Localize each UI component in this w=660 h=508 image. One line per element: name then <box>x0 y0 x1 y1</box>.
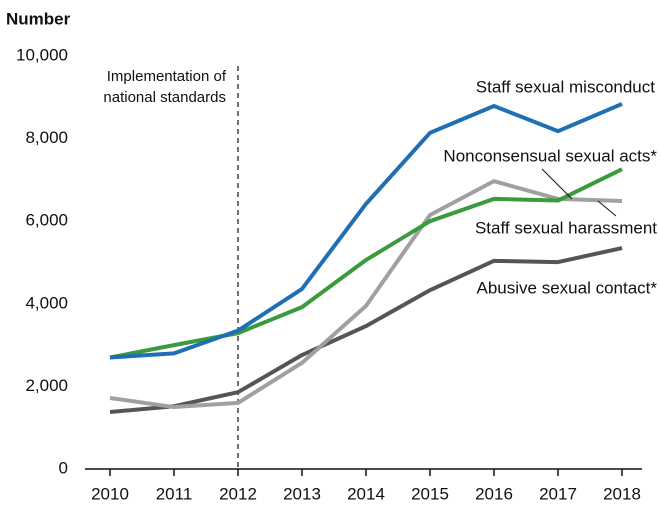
annotation-text: national standards <box>103 89 226 106</box>
series-line <box>109 246 623 414</box>
y-tick-label: 2,000 <box>25 376 68 395</box>
x-tick-label: 2015 <box>411 484 449 503</box>
series-label: Staff sexual misconduct <box>476 77 655 96</box>
x-tick-label: 2018 <box>603 484 641 503</box>
leader-line <box>541 168 573 200</box>
x-tick-label: 2013 <box>283 484 321 503</box>
x-tick-label: 2016 <box>475 484 513 503</box>
x-tick-label: 2017 <box>539 484 577 503</box>
series-label: Abusive sexual contact* <box>477 278 658 297</box>
y-tick-label: 6,000 <box>25 211 68 230</box>
x-tick-label: 2014 <box>347 484 385 503</box>
y-tick-label: 4,000 <box>25 293 68 312</box>
series-line <box>109 179 623 410</box>
leader-line <box>597 200 617 217</box>
series-label: Nonconsensual sexual acts* <box>443 146 657 165</box>
series-line <box>109 102 623 360</box>
x-tick-label: 2012 <box>219 484 257 503</box>
y-tick-label: 10,000 <box>16 45 68 64</box>
y-tick-label: 8,000 <box>25 128 68 147</box>
x-tick-label: 2011 <box>156 484 193 503</box>
annotation-text: Implementation of <box>107 68 227 85</box>
y-axis-label: Number <box>6 9 71 28</box>
series-label: Staff sexual harassment <box>475 218 657 237</box>
y-tick-label: 0 <box>59 458 68 477</box>
x-tick-label: 2010 <box>91 484 129 503</box>
series-line <box>109 167 623 360</box>
